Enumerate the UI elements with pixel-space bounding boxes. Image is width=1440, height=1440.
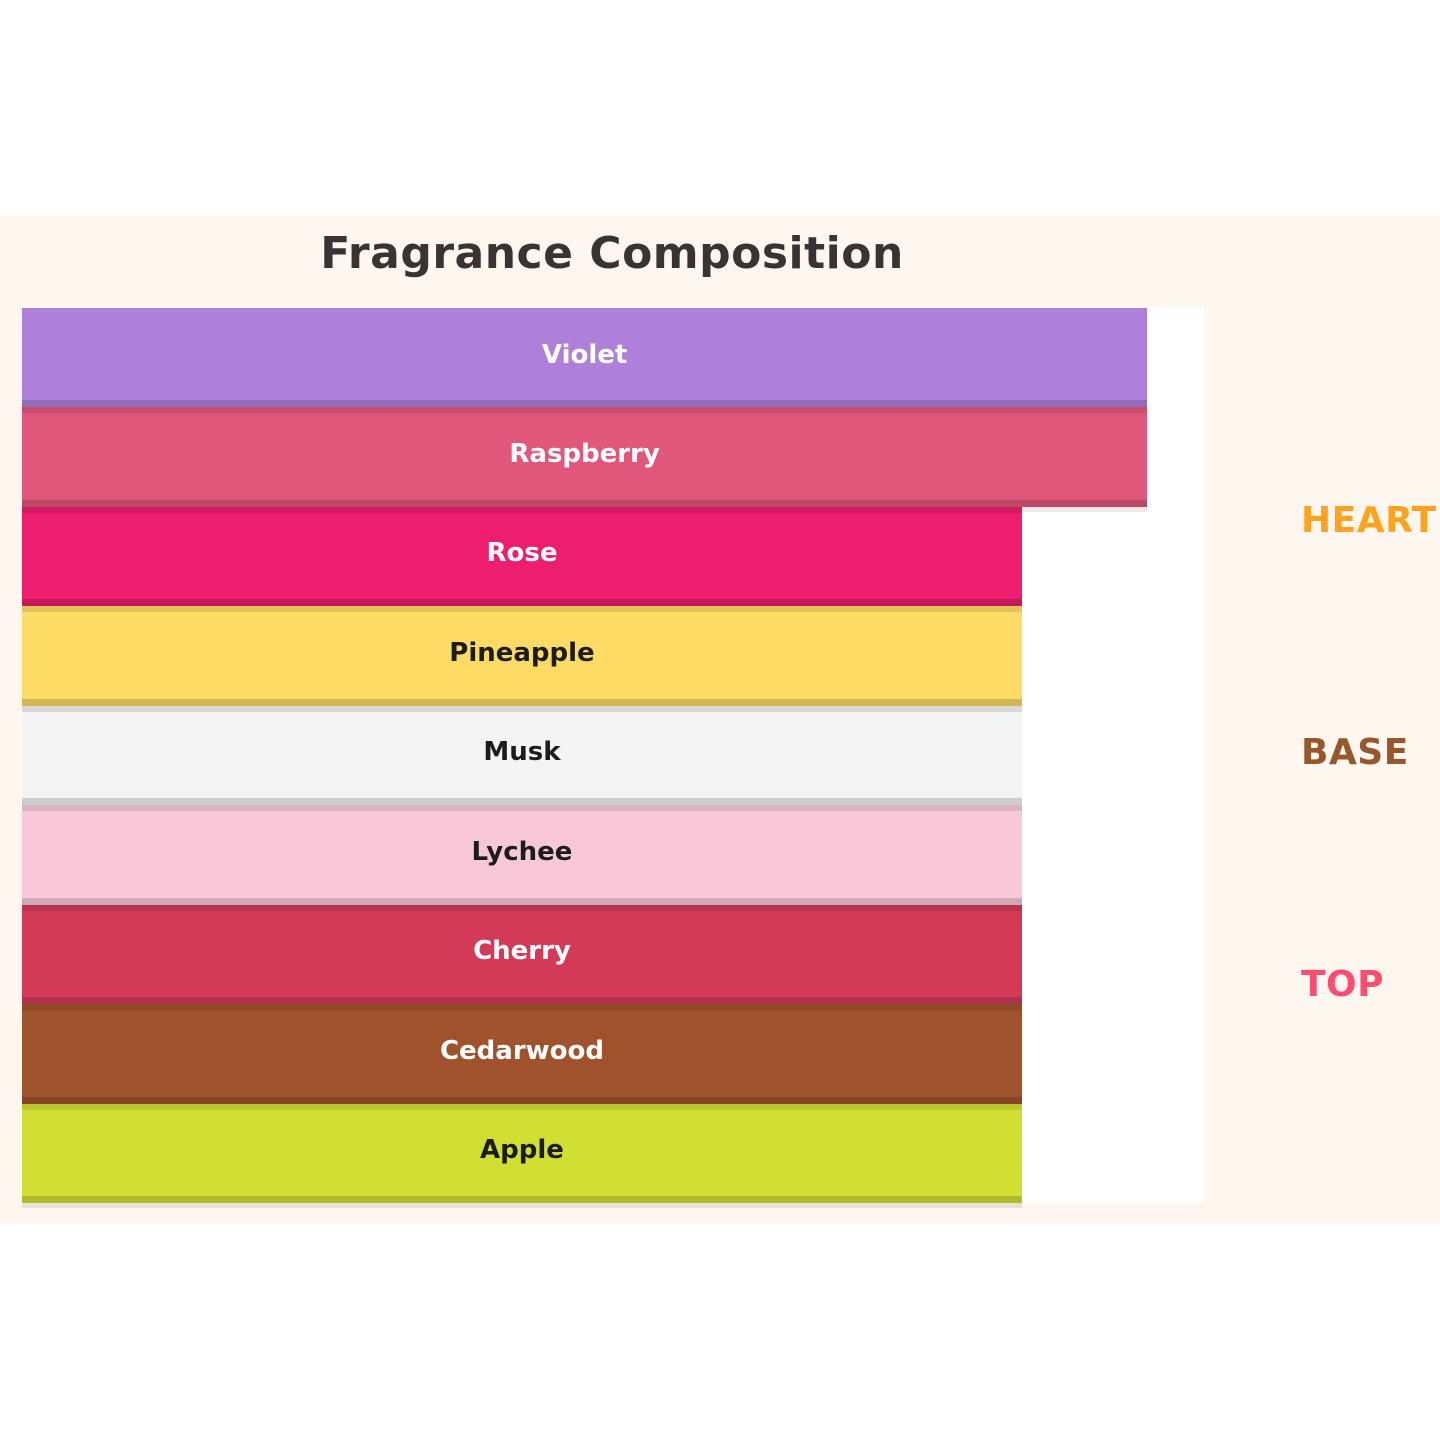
bar-label: Pineapple: [449, 637, 595, 668]
bar-cedarwood: Cedarwood: [22, 1004, 1022, 1104]
bar-label: Raspberry: [509, 438, 660, 469]
bar-cherry: Cherry: [22, 904, 1022, 1005]
note-group-labels: HEART BASE TOP: [0, 215, 1440, 1224]
bar-label: Cedarwood: [439, 1035, 605, 1066]
group-label-base: BASE: [1301, 732, 1409, 773]
bar-raspberry: Raspberry: [22, 407, 1148, 507]
bar-label: Cherry: [473, 936, 571, 967]
bar-pineapple: Pineapple: [22, 606, 1022, 706]
plot-area: Violet Raspberry Rose Pineapple Musk Lychee Ch…: [22, 307, 1204, 1203]
bar-rose: Rose: [22, 506, 1022, 607]
bar-label: Lychee: [471, 836, 573, 867]
bar-label: Musk: [483, 737, 561, 768]
bar-musk: Musk: [22, 705, 1022, 806]
bar-label: Rose: [486, 538, 558, 569]
bar-label: Violet: [541, 339, 628, 370]
group-label-top: TOP: [1301, 964, 1385, 1005]
group-label-heart: HEART: [1301, 500, 1437, 541]
bar-label: Apple: [480, 1135, 564, 1165]
chart-canvas: Fragrance Composition Violet Raspberry Ros…: [0, 215, 1440, 1224]
bar-violet: Violet: [22, 308, 1148, 408]
chart-title: Fragrance Composition: [320, 228, 904, 279]
bar-lychee: Lychee: [22, 805, 1022, 905]
bar-apple: Apple: [22, 1103, 1022, 1203]
bar-stack: Violet Raspberry Rose Pineapple Musk Lychee Ch…: [22, 308, 1204, 1203]
